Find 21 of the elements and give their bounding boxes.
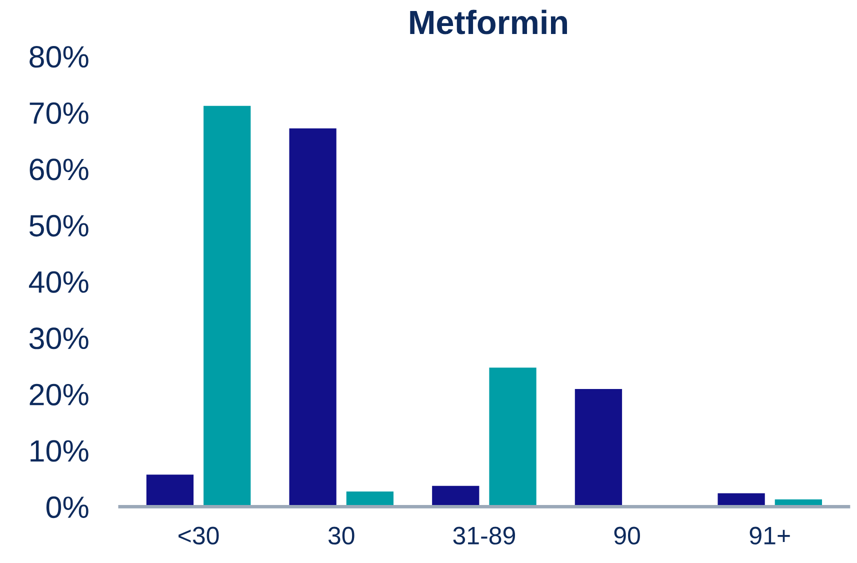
bar [146,474,194,507]
x-tick-label: 91+ [750,526,790,545]
y-tick-label: 0% [46,496,88,518]
chart-title: Metformin [410,10,567,34]
x-tick-label: <30 [178,526,219,545]
y-tick-label: 80% [30,46,88,68]
x-tick-label: 90 [614,526,640,545]
y-tick-label: 70% [30,102,88,124]
bar [289,128,336,507]
y-tick-label: 40% [28,271,88,293]
bar [204,106,251,507]
y-tick-label: 60% [30,158,88,180]
y-tick-label: 10% [30,440,88,462]
bar [489,368,536,507]
bar [432,486,480,507]
x-tick-label: 30 [328,526,354,545]
y-tick-label: 30% [29,328,88,350]
y-tick-label: 50% [29,214,88,237]
bar [574,389,622,507]
y-tick-label: 20% [30,384,88,406]
x-tick-label: 31-89 [453,526,515,545]
